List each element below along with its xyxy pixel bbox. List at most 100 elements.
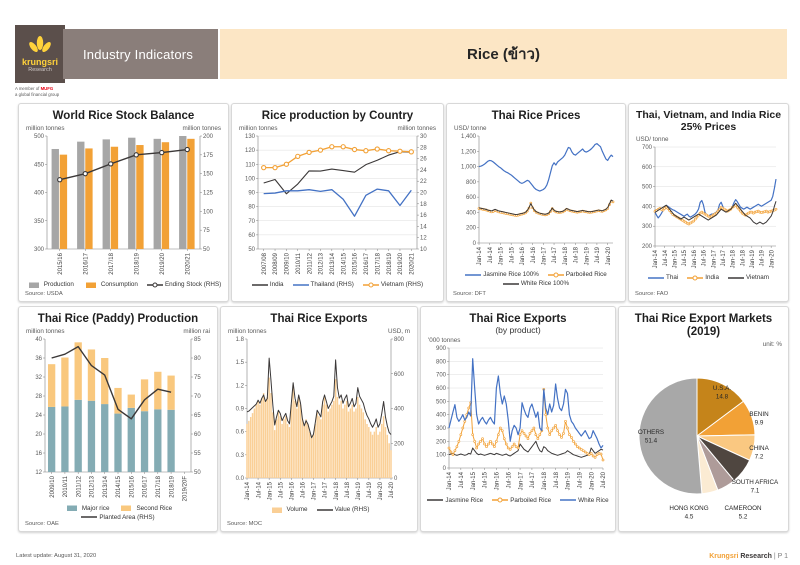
svg-text:Jul-17: Jul-17 bbox=[530, 472, 536, 489]
svg-text:450: 450 bbox=[34, 162, 45, 168]
svg-text:200: 200 bbox=[394, 441, 405, 447]
svg-text:0.9: 0.9 bbox=[236, 406, 245, 412]
svg-text:2011/12: 2011/12 bbox=[76, 475, 82, 497]
chart-title: Thai Rice (Paddy) Production bbox=[37, 313, 199, 325]
svg-text:12: 12 bbox=[420, 236, 427, 242]
legend-item-thai: Thai bbox=[648, 274, 679, 281]
svg-text:Jul-16: Jul-16 bbox=[702, 249, 708, 266]
svg-text:2016/17: 2016/17 bbox=[364, 252, 370, 274]
axis-units: USD/ tonne bbox=[453, 125, 619, 132]
krungsri-logo-icon bbox=[29, 35, 51, 52]
svg-text:CAMEROON: CAMEROON bbox=[724, 505, 762, 512]
svg-text:2014/15: 2014/15 bbox=[341, 252, 347, 274]
svg-text:CHINA: CHINA bbox=[749, 445, 769, 452]
logo-brand-text: krungsri bbox=[21, 56, 58, 67]
svg-text:2008/09: 2008/09 bbox=[273, 252, 279, 274]
legend-item-india: India bbox=[251, 281, 284, 289]
legend-item-parboiled-rice: Parboiled Rice bbox=[492, 496, 551, 504]
svg-text:2007/08: 2007/08 bbox=[262, 252, 268, 274]
svg-text:75: 75 bbox=[194, 375, 201, 381]
svg-text:Jul-20: Jul-20 bbox=[389, 481, 395, 498]
svg-text:2014/15: 2014/15 bbox=[116, 475, 122, 497]
axis-unit-left: USD/ tonne bbox=[454, 124, 487, 132]
source-note: Source: USDA bbox=[25, 291, 63, 297]
svg-text:Jan-15: Jan-15 bbox=[267, 481, 273, 500]
legend-item-production: Production bbox=[26, 281, 74, 289]
svg-text:2009/10: 2009/10 bbox=[285, 252, 291, 274]
svg-text:2012/13: 2012/13 bbox=[319, 252, 325, 274]
chart-title: Thai Rice Export Markets bbox=[634, 313, 773, 325]
source-note: Source: FAO bbox=[635, 291, 669, 297]
svg-text:24: 24 bbox=[420, 168, 427, 174]
chart-legend: Thai India Vietnam bbox=[635, 274, 782, 282]
svg-text:Jul-15: Jul-15 bbox=[278, 481, 284, 498]
svg-text:Jul-14: Jul-14 bbox=[663, 249, 669, 266]
axis-unit-left: '000 tonnes bbox=[428, 337, 461, 345]
svg-text:Jan-18: Jan-18 bbox=[731, 249, 737, 268]
legend-item-vietnam: Vietnam bbox=[727, 274, 769, 281]
svg-text:Jan-16: Jan-16 bbox=[495, 472, 501, 491]
svg-text:600: 600 bbox=[642, 164, 653, 170]
svg-text:Jan-17: Jan-17 bbox=[711, 249, 717, 268]
svg-text:2018/19: 2018/19 bbox=[169, 475, 175, 497]
chart-subtitle: (2019) bbox=[686, 325, 721, 338]
latest-update-note: Latest update: August 31, 2020 bbox=[16, 553, 97, 559]
svg-text:40: 40 bbox=[35, 337, 42, 343]
svg-text:14: 14 bbox=[420, 224, 427, 230]
axis-units: '000 tonnes bbox=[427, 337, 609, 344]
svg-text:50: 50 bbox=[194, 470, 201, 476]
svg-text:2018/19: 2018/19 bbox=[134, 252, 140, 274]
svg-text:0.6: 0.6 bbox=[236, 430, 245, 436]
axis-unit-right: million tonnes bbox=[182, 124, 221, 132]
legend-item-thailand-rhs-: Thailand (RHS) bbox=[292, 281, 354, 289]
svg-text:800: 800 bbox=[436, 360, 447, 366]
svg-text:Jul-16: Jul-16 bbox=[301, 481, 307, 498]
svg-text:2013/14: 2013/14 bbox=[330, 252, 336, 274]
svg-text:Jan-19: Jan-19 bbox=[566, 472, 572, 491]
svg-text:SOUTH AFRICA: SOUTH AFRICA bbox=[732, 479, 779, 486]
section-label: Industry Indicators bbox=[63, 29, 218, 79]
svg-text:150: 150 bbox=[203, 172, 214, 178]
svg-text:2016/17: 2016/17 bbox=[143, 475, 149, 497]
svg-text:Jul-20: Jul-20 bbox=[601, 472, 607, 489]
panel-rice-production-by-country: Rice production by Country million tonne… bbox=[231, 103, 444, 302]
svg-text:16: 16 bbox=[420, 213, 427, 219]
svg-text:Jan-14: Jan-14 bbox=[653, 249, 659, 268]
svg-text:OTHERS: OTHERS bbox=[638, 429, 664, 436]
axis-units: million tonnes million rai bbox=[25, 328, 211, 335]
chart-legend: Jasmine Rice Parboiled Rice White Rice bbox=[427, 496, 609, 504]
legend-item-white-rice-100-: White Rice 100% bbox=[502, 280, 570, 288]
svg-text:28: 28 bbox=[35, 394, 42, 400]
legend-item-ending-stock-rhs-: Ending Stock (RHS) bbox=[146, 281, 221, 289]
axis-units: million tonnes million tonnes bbox=[25, 125, 222, 132]
svg-text:2015/16: 2015/16 bbox=[58, 252, 64, 274]
svg-text:5.2: 5.2 bbox=[739, 513, 748, 520]
legend-item-value-rhs-: Value (RHS) bbox=[316, 506, 370, 514]
svg-text:0.3: 0.3 bbox=[236, 453, 245, 459]
svg-text:7.2: 7.2 bbox=[755, 453, 764, 460]
svg-text:800: 800 bbox=[466, 180, 477, 186]
svg-text:400: 400 bbox=[34, 190, 45, 196]
svg-text:Jul-18: Jul-18 bbox=[345, 481, 351, 498]
svg-text:175: 175 bbox=[203, 153, 214, 159]
svg-text:1.2: 1.2 bbox=[236, 383, 245, 389]
axis-unit-left: USD/ tonne bbox=[636, 135, 669, 143]
svg-text:Jan-14: Jan-14 bbox=[245, 481, 251, 500]
svg-text:50: 50 bbox=[248, 247, 255, 253]
svg-text:2019/20: 2019/20 bbox=[398, 252, 404, 274]
svg-text:Jul-17: Jul-17 bbox=[323, 481, 329, 498]
svg-text:0: 0 bbox=[394, 476, 398, 482]
svg-text:Jul-16: Jul-16 bbox=[531, 246, 537, 263]
svg-text:28: 28 bbox=[420, 145, 427, 151]
svg-text:1,000: 1,000 bbox=[461, 164, 477, 170]
svg-text:300: 300 bbox=[642, 224, 653, 230]
unit-note: unit: % bbox=[762, 340, 782, 348]
svg-text:80: 80 bbox=[248, 205, 255, 211]
chart-title: Thai, Vietnam, and India Rice 25% Prices bbox=[635, 109, 782, 133]
axis-unit-left: million tonnes bbox=[228, 327, 267, 335]
thai-rice-prices-chart: 0 200 400 600 800 1,000 1,200 1,400 Jan-14 Jul-14… bbox=[461, 134, 615, 265]
page-title-banner: Rice (ข้าว) bbox=[220, 29, 787, 79]
chart-title: World Rice Stock Balance bbox=[52, 110, 195, 122]
svg-text:400: 400 bbox=[394, 406, 405, 412]
